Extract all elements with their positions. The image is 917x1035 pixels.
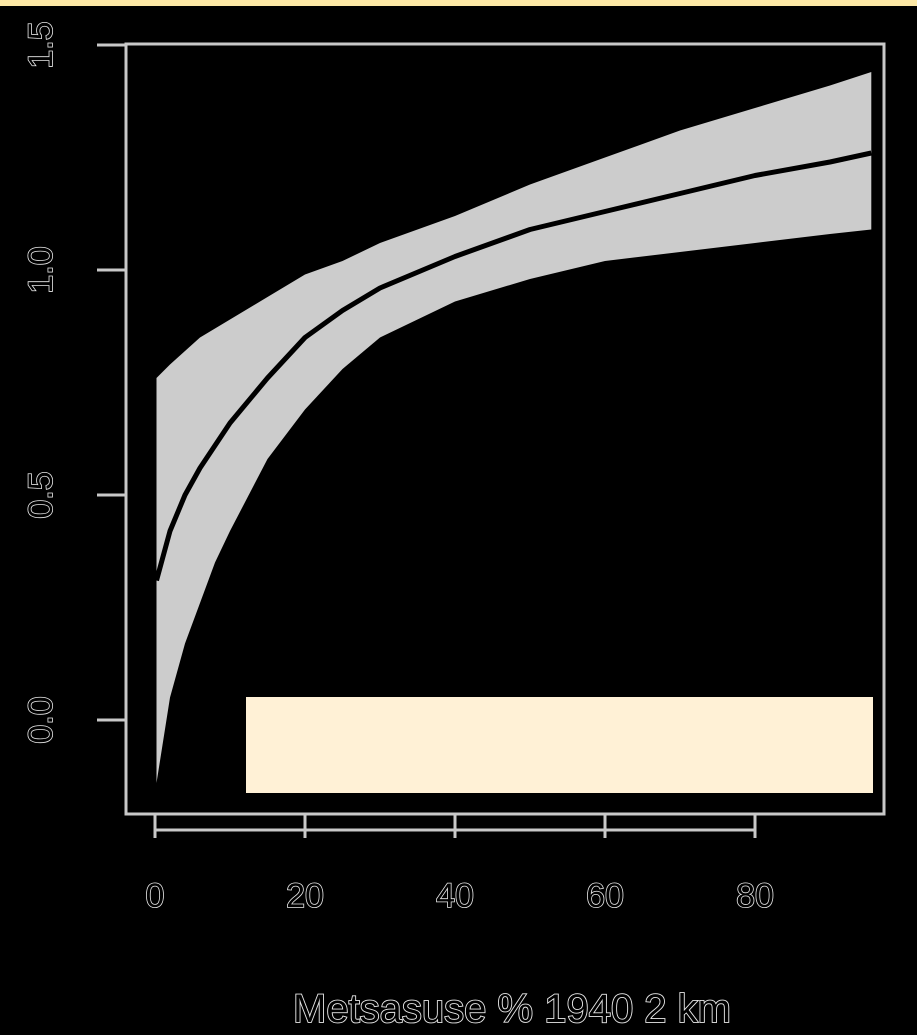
overlay-box [246, 697, 873, 793]
x-tick-label: 60 [586, 877, 624, 915]
y-tick-label: 1.0 [22, 246, 60, 293]
x-tick-label: 80 [736, 877, 774, 915]
x-tick-label: 0 [146, 877, 165, 915]
plot-frame [124, 42, 886, 816]
top-strip [0, 0, 917, 6]
y-tick-label: 0.5 [22, 471, 60, 518]
y-tick-label: 1.5 [22, 21, 60, 68]
fitted-line [154, 150, 872, 582]
y-tick-label: 0.0 [22, 696, 60, 743]
y-axis: 0.0 0.5 1.0 1.5 [21, 21, 126, 744]
x-tick-label: 20 [286, 877, 324, 915]
confidence-band [156, 72, 872, 783]
x-axis-title: Metsasuse % 1940 2 km [293, 987, 731, 1031]
x-tick-label: 40 [436, 877, 474, 915]
x-axis: 0 20 40 60 80 [145, 814, 775, 916]
